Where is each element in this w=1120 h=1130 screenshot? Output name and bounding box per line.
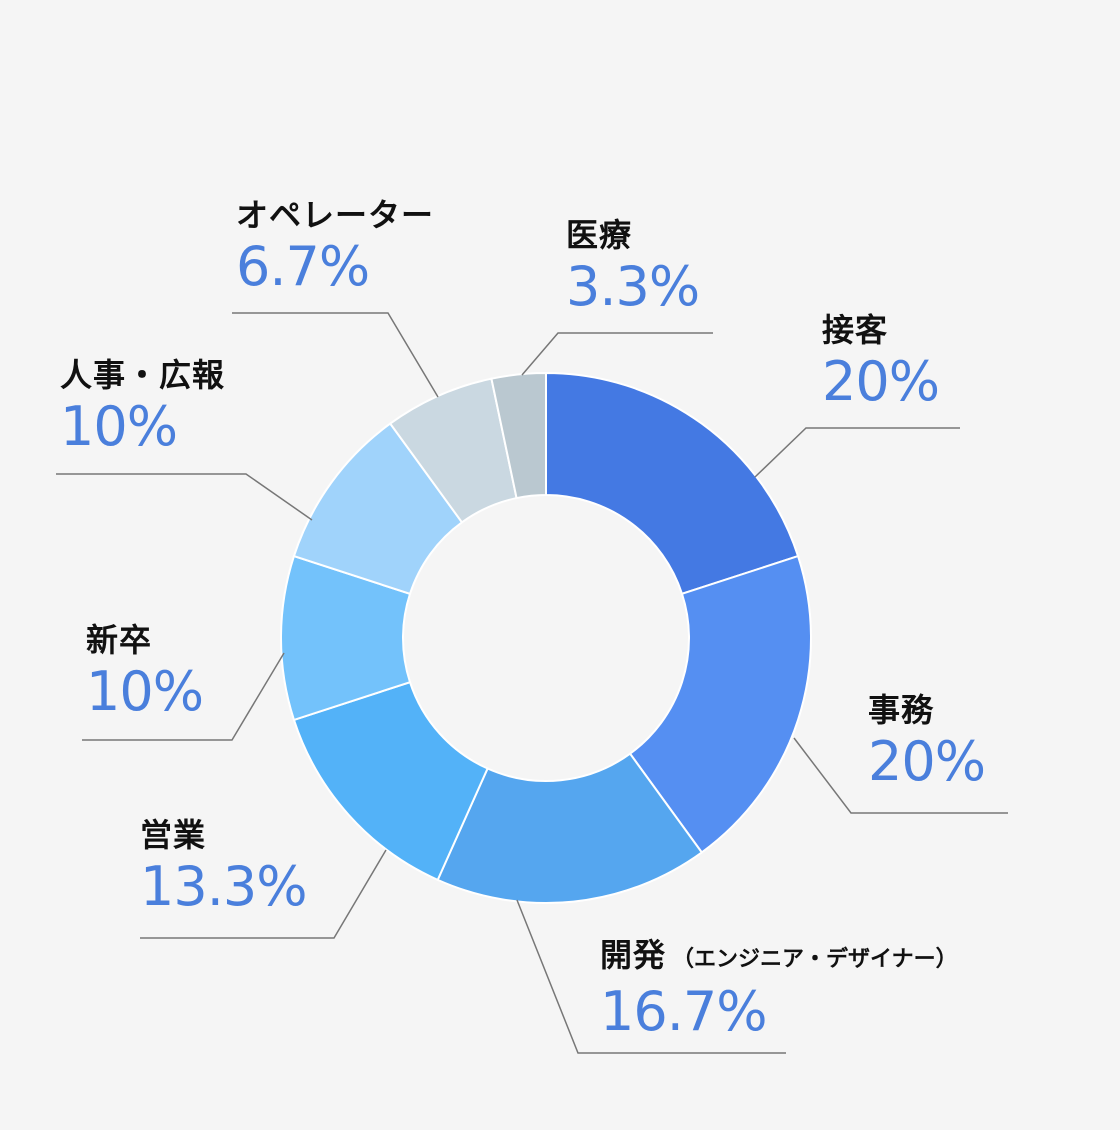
label-office-work: 事務 20% (868, 690, 986, 793)
label-development: 開発 （エンジニア・デザイナー） 16.7% (600, 935, 958, 1042)
label-percent: 10% (86, 660, 204, 723)
donut-slice-medical (490, 371, 547, 500)
label-name: 新卒 (86, 621, 153, 659)
leader-line-hr-pr (56, 473, 313, 521)
label-name-main: 開発 (600, 936, 667, 974)
donut-slice-development (436, 752, 704, 904)
leader-line-office-work (793, 737, 1008, 814)
leader-line-sales (140, 849, 387, 939)
label-hr-pr: 人事・広報 10% (60, 355, 225, 457)
label-percent: 6.7% (236, 235, 370, 298)
label-percent: 16.7% (600, 980, 768, 1043)
label-sales: 営業 13.3% (140, 815, 308, 918)
label-name: 人事・広報 (60, 356, 226, 394)
leader-line-medical (521, 332, 713, 376)
label-name-sub: （エンジニア・デザイナー） (672, 947, 958, 972)
label-medical: 医療 3.3% (566, 215, 700, 318)
leader-line-development (516, 899, 786, 1054)
label-name: 開発 （エンジニア・デザイナー） (600, 935, 958, 980)
label-percent: 20% (822, 350, 940, 413)
label-name: 事務 (868, 691, 935, 729)
label-name: 医療 (566, 216, 633, 254)
label-name: オペレーター (236, 196, 435, 234)
leader-line-operator (232, 312, 439, 398)
label-name: 接客 (822, 311, 889, 349)
label-reception: 接客 20% (822, 310, 940, 413)
label-percent: 13.3% (140, 855, 308, 918)
label-new-graduates: 新卒 10% (86, 620, 204, 723)
label-percent: 3.3% (566, 255, 700, 318)
label-name: 営業 (140, 816, 207, 854)
donut-slice-reception (545, 371, 800, 596)
leader-line-reception (754, 427, 960, 478)
donut-slice-sales (292, 680, 489, 882)
leader-line-new-graduates (82, 652, 285, 741)
label-percent: 20% (868, 730, 986, 793)
label-operator: オペレーター 6.7% (236, 195, 434, 297)
donut-slice-office-work (628, 554, 812, 854)
label-percent: 10% (60, 395, 178, 458)
